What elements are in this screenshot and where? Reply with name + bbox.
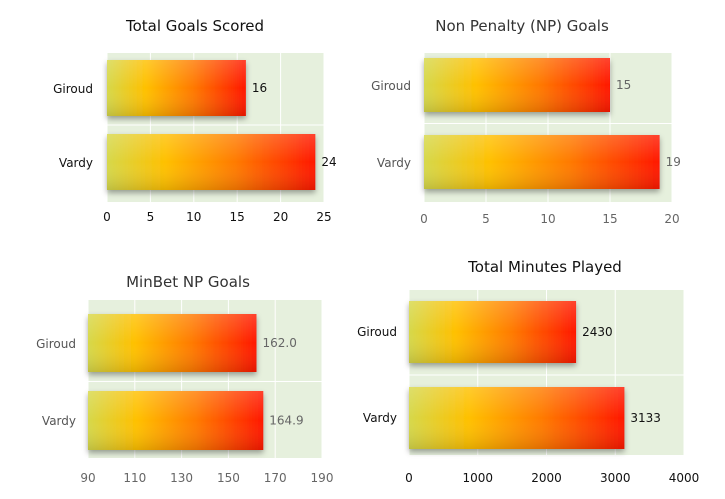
bar-shading <box>424 135 660 189</box>
chart-title: Total Minutes Played <box>467 258 622 276</box>
category-label-giroud: Giroud <box>36 337 76 351</box>
x-tick-label: 20 <box>273 210 288 224</box>
x-tick-label: 170 <box>264 471 287 485</box>
bar-shading <box>107 60 246 116</box>
chart-minbet-np-goals: MinBet NP Goals Giroud Vardy 162.0 164.9 9… <box>36 273 333 485</box>
chart-title: Total Goals Scored <box>125 17 264 35</box>
x-tick-label: 130 <box>170 471 193 485</box>
x-tick-label: 2000 <box>531 471 562 485</box>
bar-shading <box>88 391 264 450</box>
x-tick-label: 110 <box>123 471 146 485</box>
data-label: 16 <box>252 81 267 95</box>
x-tick-label: 20 <box>664 212 679 226</box>
x-tick-label: 0 <box>405 471 413 485</box>
x-tick-label: 5 <box>147 210 155 224</box>
x-tick-label: 90 <box>80 471 95 485</box>
x-tick-label: 0 <box>420 212 428 226</box>
category-label-vardy: Vardy <box>42 414 76 428</box>
category-label-vardy: Vardy <box>363 411 397 425</box>
x-tick-label: 5 <box>482 212 490 226</box>
category-label-vardy: Vardy <box>59 156 93 170</box>
bar-shading <box>409 387 625 449</box>
chart-total-goals: Total Goals Scored Giroud Vardy 16 24 0 5 10… <box>53 17 336 224</box>
data-label: 2430 <box>582 325 613 339</box>
x-tick-label: 15 <box>602 212 617 226</box>
data-label: 3133 <box>630 411 661 425</box>
data-label: 162.0 <box>262 336 296 350</box>
x-tick-label: 4000 <box>669 471 700 485</box>
chart-title: MinBet NP Goals <box>126 273 250 291</box>
x-tick-label: 25 <box>316 210 331 224</box>
category-label-giroud: Giroud <box>53 82 93 96</box>
x-tick-label: 15 <box>230 210 245 224</box>
data-label: 24 <box>321 155 336 169</box>
category-label-giroud: Giroud <box>357 325 397 339</box>
chart-title: Non Penalty (NP) Goals <box>435 17 609 35</box>
bar-shading <box>409 301 577 363</box>
x-tick-label: 190 <box>311 471 334 485</box>
x-tick-label: 1000 <box>462 471 493 485</box>
x-tick-label: 10 <box>186 210 201 224</box>
bar-shading <box>107 134 316 190</box>
chart-total-minutes: Total Minutes Played Giroud Vardy 2430 31… <box>357 258 699 485</box>
data-label: 164.9 <box>269 414 303 428</box>
category-label-vardy: Vardy <box>377 156 411 170</box>
x-tick-label: 10 <box>540 212 555 226</box>
data-label: 15 <box>616 78 631 92</box>
data-label: 19 <box>666 155 681 169</box>
bar-shading <box>424 58 610 112</box>
x-tick-label: 3000 <box>600 471 631 485</box>
x-tick-label: 150 <box>217 471 240 485</box>
category-label-giroud: Giroud <box>371 79 411 93</box>
chart-np-goals: Non Penalty (NP) Goals Giroud Vardy 15 19… <box>371 17 681 226</box>
x-tick-label: 0 <box>103 210 111 224</box>
bar-shading <box>88 314 257 372</box>
